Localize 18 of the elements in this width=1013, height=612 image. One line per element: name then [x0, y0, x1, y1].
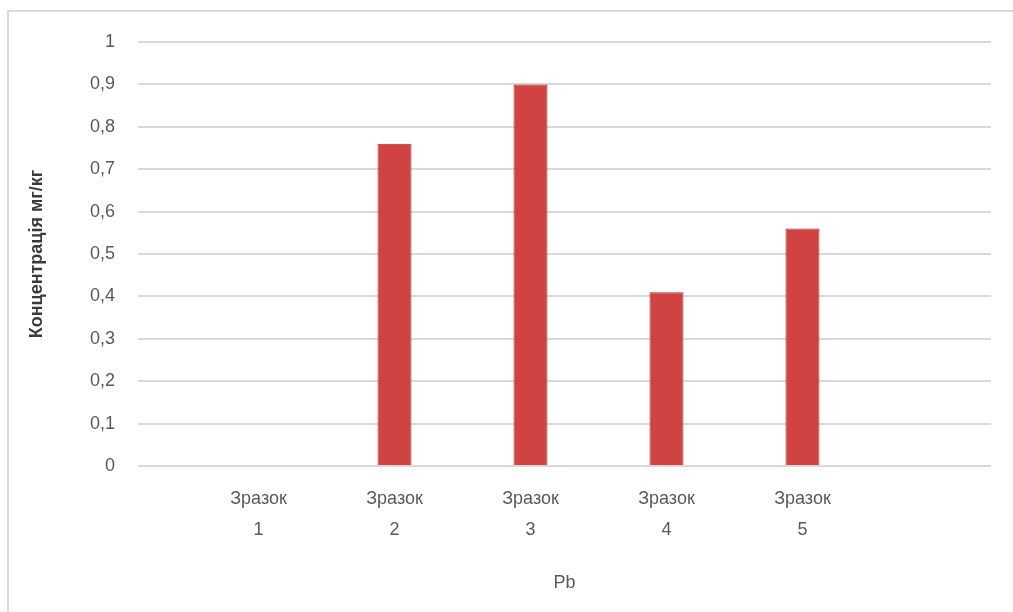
- x-tick-label: Зразок 5: [774, 488, 831, 539]
- y-tick-label: 0,9: [89, 73, 115, 94]
- y-tick-label: 1: [104, 30, 115, 51]
- y-tick-label: 0,5: [89, 242, 115, 263]
- y-tick-label: 0,1: [89, 412, 115, 433]
- y-tick-label: 0,7: [89, 158, 115, 179]
- x-tick-label: Зразок 4: [638, 488, 695, 539]
- y-tick-label: 0,4: [89, 285, 115, 306]
- y-axis-title: Концентрація мг/кг: [25, 169, 46, 339]
- y-tick-label: 0,2: [89, 370, 115, 391]
- x-tick-label: Зразок 2: [366, 488, 423, 539]
- y-tick-label: 0,3: [89, 327, 115, 348]
- y-tick-label: 0: [104, 454, 115, 475]
- y-tick-label: 0,6: [89, 200, 115, 221]
- x-axis-title: Pb: [553, 572, 576, 593]
- y-tick-label: 0,8: [89, 115, 115, 136]
- x-tick-label: Зразок 3: [502, 488, 559, 539]
- x-tick-label: Зразок 1: [230, 488, 287, 539]
